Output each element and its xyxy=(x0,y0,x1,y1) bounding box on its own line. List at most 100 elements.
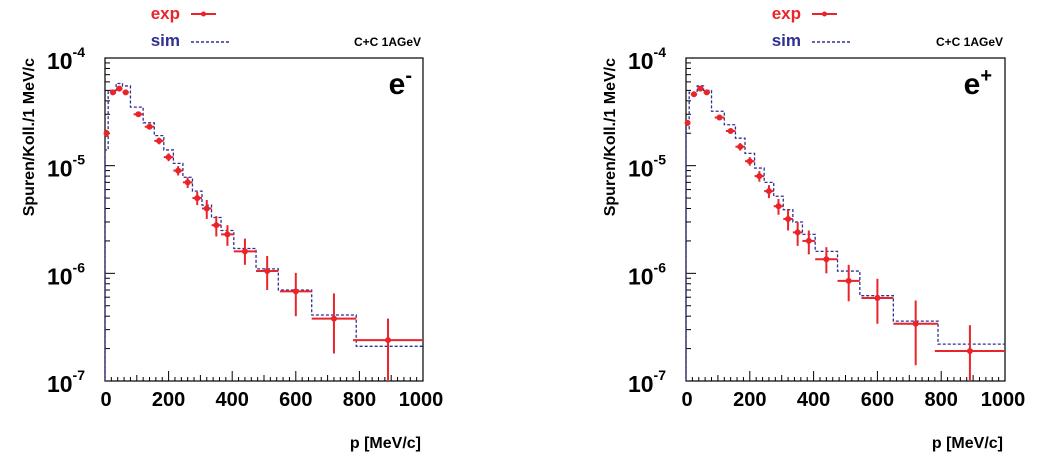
exp-data-point xyxy=(173,166,183,176)
data-marker xyxy=(156,137,163,144)
panel-electrons: exp sim C+C 1AGeV e- Spuren/Koll./1 MeV/… xyxy=(21,4,443,452)
exp-data-point xyxy=(783,209,793,231)
y-tick-base: 10 xyxy=(47,48,73,74)
data-marker xyxy=(135,111,142,118)
exp-data-point xyxy=(815,247,838,274)
exp-data-point xyxy=(211,216,222,237)
data-marker xyxy=(241,248,248,255)
x-tick-label: 1000 xyxy=(981,389,1026,411)
data-marker xyxy=(775,203,782,210)
y-tick-exponent: -7 xyxy=(654,367,667,383)
exp-data-point xyxy=(697,85,704,92)
y-tick-label: 10-4 xyxy=(628,44,666,74)
y-tick-base: 10 xyxy=(47,371,73,397)
data-marker xyxy=(794,229,801,236)
exp-data-point xyxy=(116,85,123,92)
exp-data-point xyxy=(221,225,234,246)
exp-data-point xyxy=(256,255,279,291)
legend-label-sim: sim xyxy=(772,31,801,50)
data-marker xyxy=(874,295,881,302)
data-marker xyxy=(203,205,210,212)
y-axis-label: Spuren/Koll./1 MeV/c xyxy=(602,58,619,216)
system-annotation: C+C 1AGeV xyxy=(354,35,421,49)
exp-data-point xyxy=(163,153,174,162)
x-axis-label: p [MeV/c] xyxy=(932,435,1003,452)
y-tick-label: 10-7 xyxy=(47,367,85,397)
exp-data-point xyxy=(684,119,691,126)
data-marker xyxy=(684,119,691,126)
data-marker xyxy=(765,188,772,195)
sim-histogram xyxy=(104,82,423,381)
y-tick-base: 10 xyxy=(628,371,654,397)
data-marker xyxy=(109,89,116,96)
data-marker xyxy=(385,337,392,344)
plot-frame xyxy=(685,57,1006,382)
x-tick-label: 200 xyxy=(733,389,766,411)
x-tick-label: 600 xyxy=(279,389,312,411)
system-annotation: C+C 1AGeV xyxy=(936,35,1003,49)
plot-frame xyxy=(104,57,424,382)
legend-label-exp: exp xyxy=(151,4,180,23)
data-marker xyxy=(966,347,973,354)
data-marker xyxy=(194,195,201,202)
data-marker xyxy=(690,91,697,98)
exp-data-point xyxy=(792,221,803,246)
x-tick-label: 400 xyxy=(797,389,830,411)
exp-data-point xyxy=(182,177,193,189)
exp-data-point xyxy=(233,238,257,265)
data-marker xyxy=(103,130,110,137)
exp-data-point xyxy=(192,191,202,206)
exp-data-point xyxy=(861,278,894,324)
particle-label-sup: - xyxy=(405,65,412,87)
x-tick-label: 400 xyxy=(216,389,249,411)
y-tick-base: 10 xyxy=(628,263,654,289)
exp-data-point xyxy=(745,157,755,166)
y-tick-exponent: -5 xyxy=(73,152,86,168)
legend-label-exp: exp xyxy=(772,4,801,23)
data-marker xyxy=(845,277,852,284)
particle-label-base: e xyxy=(389,68,406,101)
exp-data-point xyxy=(754,171,765,182)
exp-data-point xyxy=(311,293,357,354)
data-marker xyxy=(184,179,191,186)
data-marker xyxy=(122,89,129,96)
x-axis-label: p [MeV/c] xyxy=(350,435,421,452)
x-tick-label: 1000 xyxy=(399,389,444,411)
exp-data-point xyxy=(893,300,939,366)
exp-data-point xyxy=(934,325,1005,381)
data-marker xyxy=(785,215,792,222)
data-marker xyxy=(224,231,231,238)
data-marker xyxy=(292,288,299,295)
sim-histogram xyxy=(685,85,1005,381)
data-marker xyxy=(823,256,830,263)
x-tick-label: 200 xyxy=(152,389,185,411)
data-marker xyxy=(727,127,734,134)
x-tick-label: 800 xyxy=(343,389,376,411)
exp-data-point xyxy=(773,199,784,215)
y-tick-label: 10-4 xyxy=(47,44,85,74)
data-marker xyxy=(175,167,182,174)
data-marker xyxy=(264,268,271,275)
particle-label-base: e xyxy=(964,68,981,101)
exp-data-point xyxy=(279,272,312,317)
y-tick-base: 10 xyxy=(47,156,73,182)
y-tick-base: 10 xyxy=(47,263,73,289)
y-tick-exponent: -6 xyxy=(654,259,667,275)
exp-data-point xyxy=(837,264,860,302)
data-marker xyxy=(213,222,220,229)
y-tick-exponent: -5 xyxy=(654,152,667,168)
y-axis-label: Spuren/Koll./1 MeV/c xyxy=(21,58,38,216)
y-tick-exponent: -4 xyxy=(654,44,667,60)
data-marker xyxy=(697,85,704,92)
y-tick-base: 10 xyxy=(628,48,654,74)
x-tick-label: 800 xyxy=(925,389,958,411)
data-marker xyxy=(805,237,812,244)
y-tick-label: 10-6 xyxy=(47,259,85,289)
data-marker xyxy=(146,123,153,130)
x-tick-label: 0 xyxy=(681,389,692,411)
exp-data-point xyxy=(109,89,117,96)
x-tick-label: 0 xyxy=(100,389,111,411)
exp-data-point xyxy=(725,127,736,134)
particle-label-sup: + xyxy=(980,65,992,87)
